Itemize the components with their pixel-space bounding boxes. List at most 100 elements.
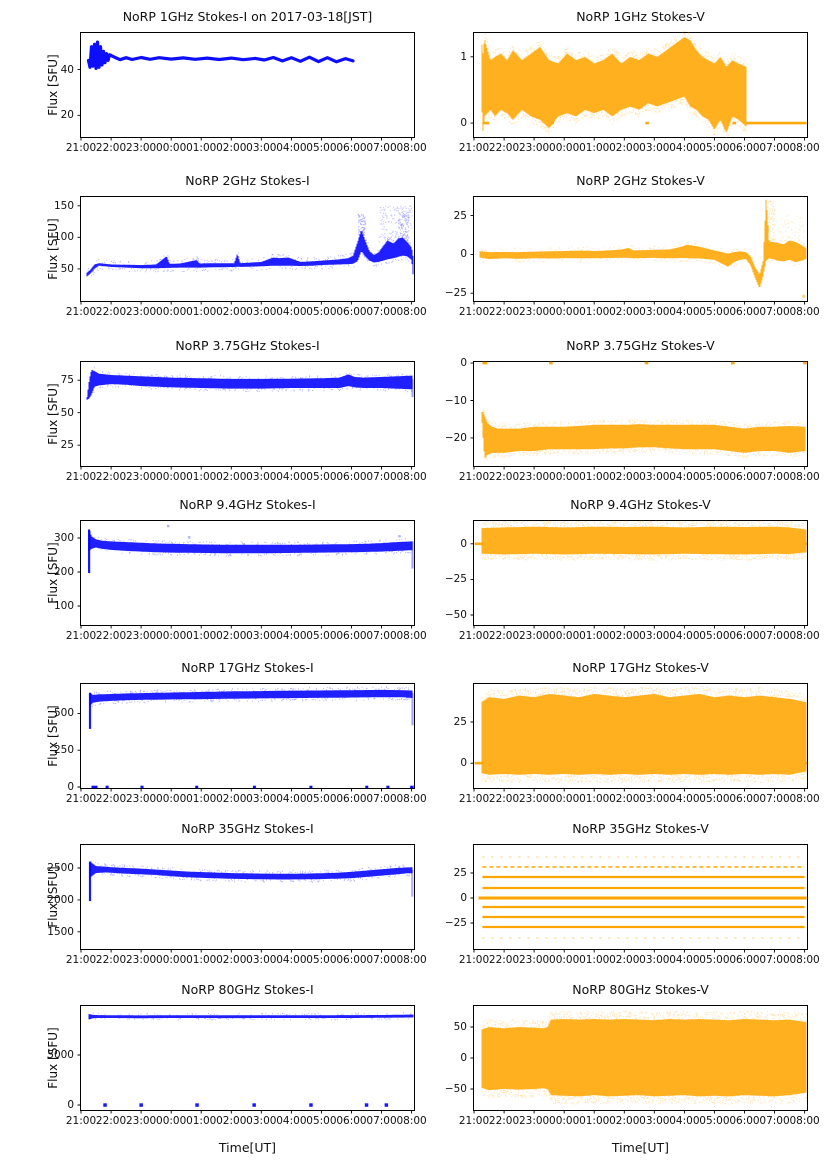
x-tick-label: 07:00 <box>366 1115 397 1127</box>
x-tick-label: 06:00 <box>729 793 760 805</box>
x-tick-label: 23:00 <box>125 142 157 154</box>
x-tick-label: 08:00 <box>789 142 820 154</box>
plot-area <box>77 40 413 141</box>
chart-title: NoRP 2GHz Stokes-V <box>576 173 705 188</box>
x-tick-label: 02:00 <box>216 306 247 318</box>
x-tick-label: 04:00 <box>669 793 700 805</box>
x-tick-label: 02:00 <box>216 793 247 805</box>
plot-area <box>470 1010 807 1114</box>
x-tick-label: 03:00 <box>246 793 277 805</box>
x-tick-label: 04:00 <box>669 1115 700 1127</box>
x-tick-label: 05:00 <box>306 306 337 318</box>
x-tick-label: 23:00 <box>125 954 157 966</box>
x-tick-label: 07:00 <box>759 793 790 805</box>
x-tick-label: 00:00 <box>549 1115 580 1127</box>
x-tick-label: 03:00 <box>639 471 670 483</box>
x-tick-label: 03:00 <box>246 954 277 966</box>
x-tick-label: 02:00 <box>216 954 247 966</box>
x-tick-label: 03:00 <box>639 793 670 805</box>
x-tick-label: 22:00 <box>488 954 520 966</box>
x-tick-label: 05:00 <box>306 1115 337 1127</box>
y-tick-label: 0 <box>67 780 74 793</box>
x-tick-label: 05:00 <box>699 630 730 642</box>
x-tick-label: 00:00 <box>156 471 187 483</box>
plot-frame <box>473 196 808 302</box>
y-tick-label: 250 <box>53 744 74 757</box>
x-tick-label: 22:00 <box>488 630 520 642</box>
x-tick-label: 23:00 <box>125 471 157 483</box>
x-tick-label: 01:00 <box>186 471 217 483</box>
x-tick-label: 22:00 <box>95 793 127 805</box>
x-tick-label: 01:00 <box>186 306 217 318</box>
plot-area <box>470 520 807 629</box>
y-tick-label: −25 <box>444 287 467 300</box>
x-tick-label: 22:00 <box>95 630 127 642</box>
y-axis-label: Flux [SFU] <box>46 54 60 116</box>
x-tick-label: 05:00 <box>306 793 337 805</box>
x-tick-label: 06:00 <box>729 1115 760 1127</box>
plot-frame <box>80 32 415 138</box>
y-tick-label: −50 <box>444 609 467 622</box>
y-tick-label: 2000 <box>47 893 74 906</box>
x-tick-label: 00:00 <box>549 306 580 318</box>
x-tick-label: 06:00 <box>729 306 760 318</box>
x-tick-label: 07:00 <box>366 306 397 318</box>
x-tick-label: 04:00 <box>276 471 307 483</box>
chart-title: NoRP 17GHz Stokes-I <box>181 660 314 675</box>
x-tick-label: 05:00 <box>699 793 730 805</box>
x-tick-label: 03:00 <box>639 954 670 966</box>
y-tick-label: −50 <box>444 1082 467 1095</box>
x-tick-label: 04:00 <box>276 306 307 318</box>
y-tick-label: 25 <box>60 439 74 452</box>
y-axis-label: Flux [SFU] <box>46 383 60 445</box>
x-tick-label: 23:00 <box>125 306 157 318</box>
x-tick-label: 02:00 <box>216 1115 247 1127</box>
x-tick-label: 03:00 <box>246 1115 277 1127</box>
x-tick-label: 22:00 <box>95 954 127 966</box>
plot-frame <box>80 683 415 789</box>
y-tick-label: −10 <box>444 394 467 407</box>
y-tick-label: −25 <box>444 917 467 929</box>
x-tick-label: 21:00 <box>65 793 97 805</box>
x-tick-label: 01:00 <box>186 142 217 154</box>
x-tick-label: 03:00 <box>246 630 277 642</box>
y-axis-label: Flux [SFU] <box>46 1027 60 1089</box>
x-tick-label: 02:00 <box>609 306 640 318</box>
x-tick-label: 22:00 <box>488 142 520 154</box>
x-tick-label: 21:00 <box>458 306 490 318</box>
plot-area <box>77 205 414 305</box>
y-tick-label: 0 <box>460 892 467 904</box>
x-tick-label: 22:00 <box>488 793 520 805</box>
chart-title: NoRP 9.4GHz Stokes-I <box>179 497 316 512</box>
x-tick-label: 05:00 <box>699 471 730 483</box>
chart-title: NoRP 17GHz Stokes-V <box>572 660 709 675</box>
x-tick-label: 07:00 <box>366 471 397 483</box>
y-tick-label: 0 <box>460 117 467 130</box>
y-tick-label: −25 <box>444 573 467 586</box>
x-tick-label: 04:00 <box>276 630 307 642</box>
x-tick-label: 00:00 <box>156 793 187 805</box>
y-tick-label: 2500 <box>47 861 74 874</box>
y-tick-label: 100 <box>53 231 74 244</box>
x-tick-label: 06:00 <box>336 793 367 805</box>
x-tick-label: 02:00 <box>216 142 247 154</box>
x-tick-label: 07:00 <box>366 630 397 642</box>
y-axis-label: Flux [SFU] <box>46 705 60 767</box>
y-tick-label: 25 <box>453 867 467 879</box>
x-tick-label: 04:00 <box>276 954 307 966</box>
y-tick-label: 5000 <box>47 1049 74 1061</box>
x-tick-label: 07:00 <box>759 471 790 483</box>
x-tick-label: 03:00 <box>246 142 277 154</box>
y-tick-label: 300 <box>53 531 74 544</box>
y-tick-label: 500 <box>53 707 74 720</box>
x-tick-label: 00:00 <box>549 471 580 483</box>
x-tick-label: 05:00 <box>306 471 337 483</box>
y-tick-label: 0 <box>67 1099 74 1111</box>
x-tick-label: 01:00 <box>579 1115 610 1127</box>
x-tick-label: 05:00 <box>306 630 337 642</box>
x-tick-label: 06:00 <box>336 954 367 966</box>
plot-area <box>77 367 414 470</box>
y-tick-label: 0 <box>460 757 467 770</box>
plot-area <box>470 856 807 953</box>
chart-title: NoRP 3.75GHz Stokes-V <box>566 338 715 353</box>
